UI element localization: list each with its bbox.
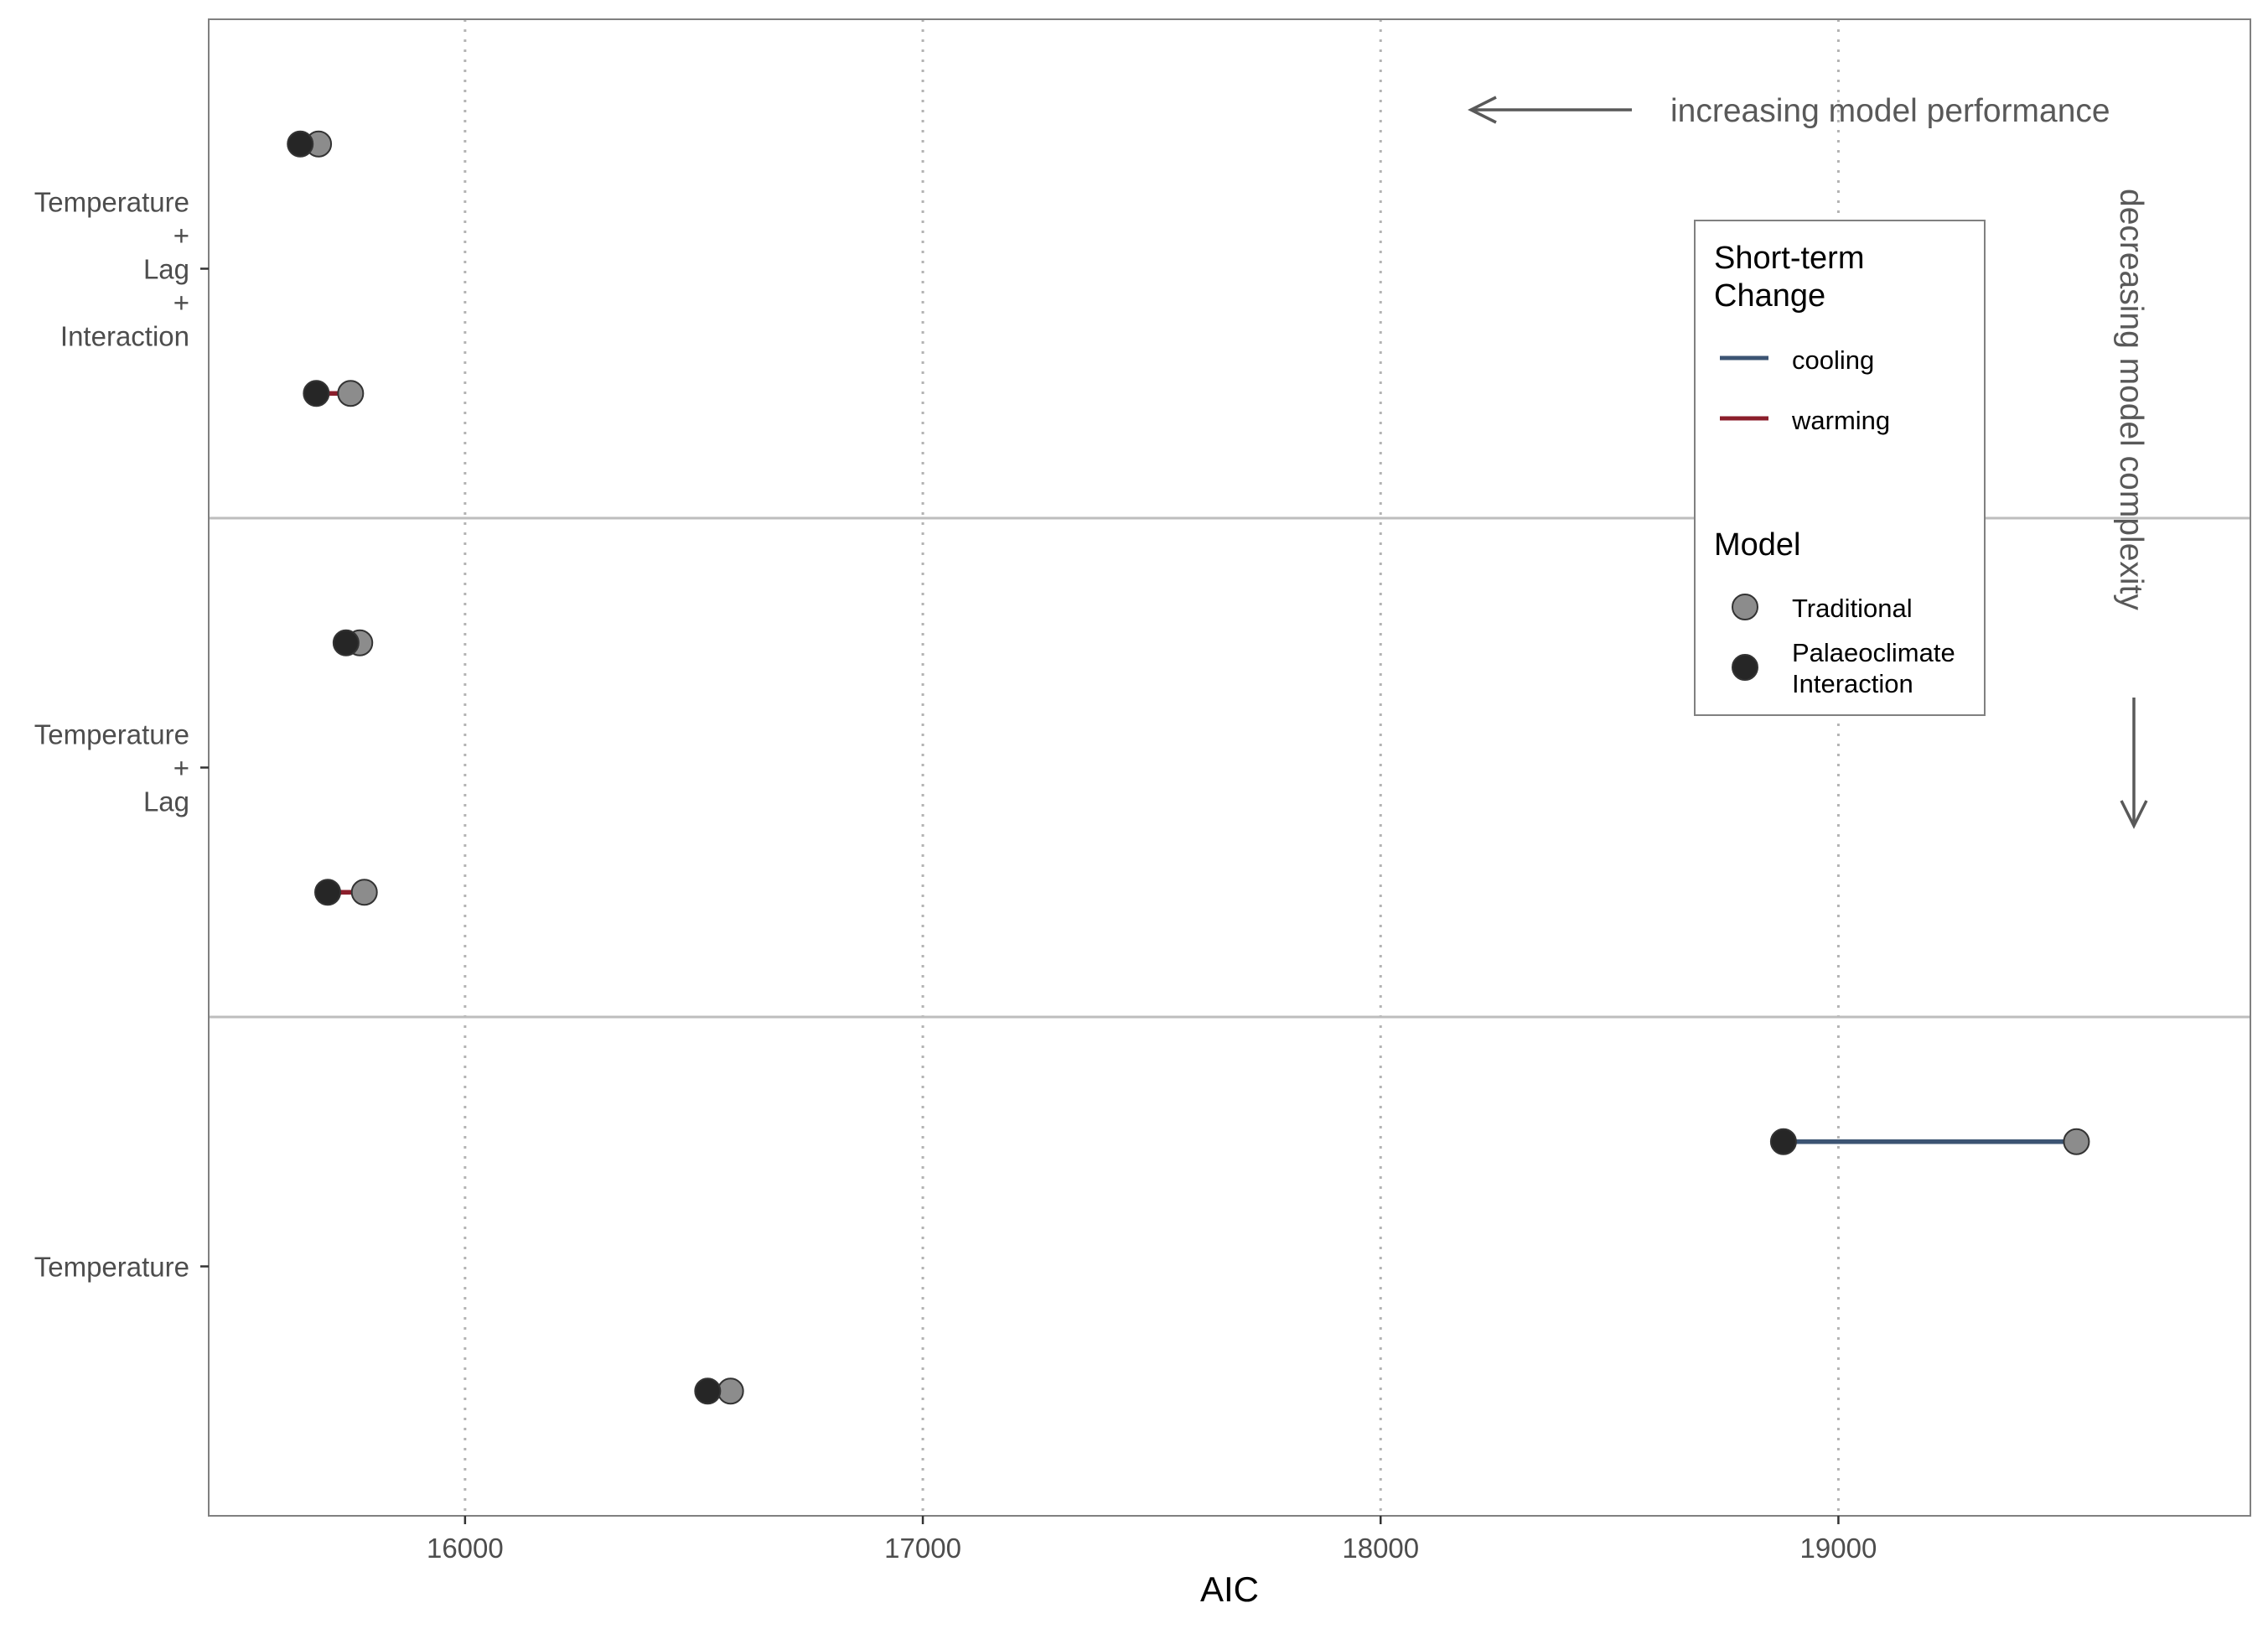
legend-traditional-swatch xyxy=(1732,594,1758,620)
point-palaeoclimate-2-warming xyxy=(694,1377,722,1405)
performance-annotation: increasing model performance xyxy=(1670,93,2110,129)
legend-line-title-2: Change xyxy=(1714,278,1825,314)
y-label-0-line-2: Lag xyxy=(143,254,189,285)
point-palaeoclimate-2-cooling xyxy=(1769,1128,1797,1155)
legend-palaeoclimate-swatch xyxy=(1732,654,1758,681)
y-label-2-line-0: Temperature xyxy=(34,1252,189,1283)
annotation-performance: increasing model performance xyxy=(1468,93,2110,129)
point-traditional-0-warming xyxy=(337,380,365,407)
legend-cooling-label: cooling xyxy=(1792,345,1874,375)
legend-palaeoclimate-label-2: Interaction xyxy=(1792,669,1913,698)
complexity-annotation: decreasing model complexity xyxy=(2113,189,2149,610)
point-palaeoclimate-1-cooling xyxy=(332,629,360,656)
x-tick-label-19000: 19000 xyxy=(1800,1533,1877,1564)
point-palaeoclimate-0-warming xyxy=(303,380,330,407)
point-traditional-2-warming xyxy=(717,1377,744,1405)
left-arrow-head-icon xyxy=(1468,96,1497,124)
legend-line-title-1: Short-term xyxy=(1714,241,1864,276)
x-axis-title: AIC xyxy=(1200,1569,1259,1609)
point-traditional-2-cooling xyxy=(2063,1128,2090,1155)
point-traditional-1-warming xyxy=(350,879,378,906)
y-label-1-line-0: Temperature xyxy=(34,719,189,750)
down-arrow-head-icon xyxy=(2120,800,2148,829)
y-label-1-line-2: Lag xyxy=(143,786,189,817)
y-label-1-line-1: + xyxy=(173,753,189,784)
y-label-0-line-4: Interaction xyxy=(60,321,189,352)
axis-layer: 16000 17000 18000 19000Temperature+Lag+Inte… xyxy=(34,187,1877,1564)
x-tick-label-16000: 16000 xyxy=(427,1533,504,1564)
data-layer xyxy=(287,130,2090,1405)
x-tick-label-18000: 18000 xyxy=(1342,1533,1419,1564)
y-label-0-line-0: Temperature xyxy=(34,187,189,218)
y-label-0-line-1: + xyxy=(173,220,189,252)
x-tick-label-17000: 17000 xyxy=(884,1533,961,1564)
legend: Short-term Change cooling warming Model … xyxy=(1694,220,1986,716)
legend-palaeoclimate-label-1: Palaeoclimate xyxy=(1792,638,1955,667)
legend-point-title: Model xyxy=(1714,527,1801,563)
point-palaeoclimate-1-warming xyxy=(314,879,342,906)
annotation-complexity: decreasing model complexity xyxy=(2113,189,2149,829)
point-palaeoclimate-0-cooling xyxy=(287,130,314,158)
legend-box xyxy=(1694,220,1986,716)
legend-warming-label: warming xyxy=(1791,406,1890,435)
legend-traditional-label: Traditional xyxy=(1792,594,1913,623)
y-label-0-line-3: + xyxy=(173,288,189,319)
